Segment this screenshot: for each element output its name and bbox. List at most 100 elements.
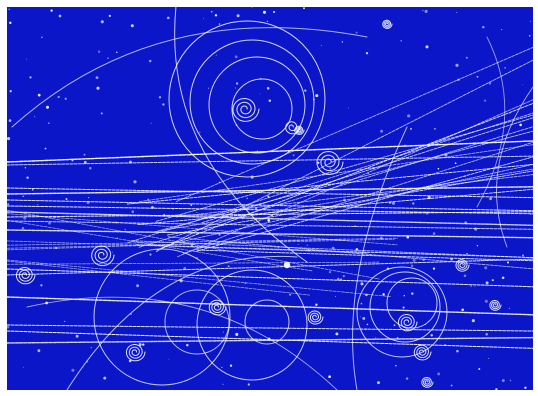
bubble-speck [271, 214, 274, 217]
diagonal-track [127, 112, 533, 244]
bubble-speck [23, 216, 27, 220]
bubble-speck [388, 201, 392, 204]
bubble-speck [71, 368, 75, 372]
bubble-speck [24, 167, 27, 169]
bubble-speck [29, 76, 32, 79]
bubble-speck [495, 388, 498, 390]
diagonal-track [160, 168, 533, 232]
diagonal-track [7, 213, 398, 246]
beam-track [7, 229, 533, 239]
bubble-speck [362, 316, 366, 320]
small-spiral-track [294, 125, 305, 135]
bubble-speck [129, 160, 132, 164]
bubble-speck [241, 172, 243, 174]
large-arc-track [476, 36, 506, 208]
small-spiral-track [489, 300, 502, 311]
bubble-speck [315, 94, 319, 98]
bubble-speck [47, 221, 52, 225]
bubble-speck [222, 383, 224, 386]
bubble-speck [196, 212, 198, 214]
bubble-speck [64, 320, 66, 322]
bubble-speck [253, 220, 255, 222]
bubble-speck [8, 119, 12, 122]
bubble-speck [354, 225, 356, 227]
bubble-speck [151, 206, 154, 209]
beam-track [7, 296, 533, 316]
bubble-speck [411, 292, 414, 295]
bubble-speck [148, 59, 152, 63]
bubble-speck [133, 180, 137, 184]
bubble-speck [347, 107, 349, 109]
bubble-speck [417, 328, 419, 330]
bubble-speck [337, 277, 340, 281]
bubble-speck [432, 267, 436, 270]
bubble-speck [506, 261, 510, 264]
bubble-speck [218, 23, 221, 25]
bubble-speck [450, 384, 453, 387]
diagonal-track [7, 260, 310, 296]
bubble-speck [422, 10, 424, 12]
bubble-speck [136, 284, 140, 288]
bubble-speck [197, 274, 199, 276]
bubble-speck [7, 325, 10, 329]
bubble-speck [344, 170, 346, 172]
bubble-speck [488, 82, 492, 85]
bubble-speck [483, 99, 487, 102]
bubble-speck [266, 20, 269, 23]
small-spiral-track [397, 314, 418, 332]
bubble-speck [484, 266, 488, 270]
interaction-vertex [283, 261, 291, 269]
ring-track [244, 299, 290, 345]
small-spiral-track [208, 299, 227, 316]
bubble-speck [221, 366, 223, 368]
bubble-speck [404, 144, 407, 148]
bubble-speck [254, 207, 258, 210]
bubble-speck [424, 9, 428, 13]
ring-track [356, 266, 448, 358]
bubble-speck [471, 319, 475, 323]
bubble-speck [124, 228, 127, 231]
bubble-speck [236, 14, 240, 18]
bubble-speck [64, 97, 67, 101]
bubble-speck [108, 14, 111, 17]
bubble-speck [65, 198, 68, 200]
bubble-speck [196, 257, 198, 259]
bubble-speck [478, 368, 481, 370]
bubble-speck [341, 41, 344, 43]
bubble-speck [410, 128, 412, 130]
bubble-speck [474, 227, 478, 231]
bubble-speck [359, 316, 361, 318]
bubble-speck [365, 52, 369, 55]
bubble-speck [87, 196, 90, 199]
ring-track [93, 248, 231, 386]
large-arc-track [66, 255, 298, 390]
bubble-speck [71, 159, 74, 162]
bubble-speck [331, 246, 335, 250]
bubble-speck [386, 267, 390, 270]
diagonal-track [183, 141, 533, 254]
diagonal-track [7, 259, 391, 297]
bubble-speck [444, 344, 447, 346]
small-spiral-track [15, 267, 36, 285]
bubble-speck [342, 274, 345, 278]
bubble-speck [352, 325, 354, 327]
bubble-speck [377, 381, 380, 385]
bubble-speck [273, 10, 276, 14]
diagonal-track [177, 99, 533, 258]
bubble-speck [504, 67, 506, 69]
bubble-speck [80, 332, 82, 334]
bubble-speck [432, 232, 436, 235]
bubble-speck [130, 313, 132, 315]
bubble-speck [464, 175, 466, 178]
bubble-speck [266, 87, 270, 90]
bubble-speck [128, 359, 132, 363]
bubble-speck [235, 87, 237, 89]
bubble-speck [235, 332, 239, 336]
ring-track [164, 289, 230, 355]
spiral-track [316, 150, 344, 175]
bubble-speck [485, 333, 488, 336]
bubble-speck [437, 167, 440, 170]
bubble-speck [103, 376, 107, 380]
bubble-speck [524, 386, 527, 389]
bubble-speck [355, 31, 358, 34]
